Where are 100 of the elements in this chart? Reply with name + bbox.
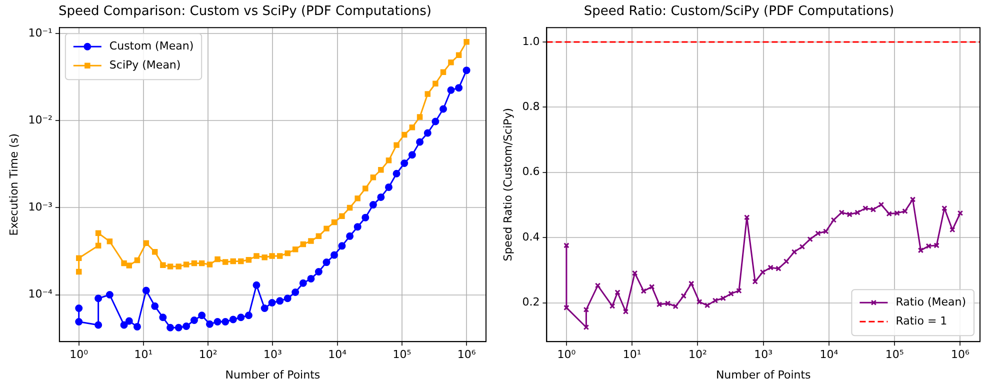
x-tick-label: 10⁵ — [392, 348, 412, 362]
point — [854, 210, 860, 216]
point — [143, 240, 150, 246]
point — [151, 302, 159, 310]
x-tick-label: 10³ — [754, 348, 773, 362]
point — [456, 52, 462, 58]
point — [408, 151, 416, 159]
legend-label: SciPy (Mean) — [109, 58, 181, 72]
point — [206, 262, 213, 268]
point — [268, 299, 276, 307]
point — [878, 202, 884, 208]
chart-title: Speed Ratio: Custom/SciPy (PDF Computations) — [584, 4, 894, 20]
y-tick-label: 10⁻¹ — [28, 26, 52, 40]
point — [260, 304, 268, 312]
point — [354, 195, 360, 202]
x-tick-label: 10⁴ — [328, 348, 348, 362]
x-tick-label: 10² — [688, 348, 707, 362]
point — [230, 258, 236, 264]
point — [815, 230, 821, 236]
x-tick-label: 10⁶ — [457, 348, 476, 362]
point — [392, 170, 400, 178]
point — [330, 251, 338, 259]
point — [696, 298, 702, 305]
x-tick-label: 10⁴ — [820, 348, 839, 362]
point — [886, 210, 892, 217]
point — [262, 254, 268, 260]
point — [950, 226, 956, 233]
point — [416, 114, 423, 120]
x-tick-label: 10¹ — [134, 348, 153, 362]
point — [322, 258, 330, 266]
point — [776, 266, 782, 272]
point — [648, 284, 655, 290]
point — [424, 91, 431, 97]
point — [440, 69, 446, 76]
point — [464, 39, 470, 45]
point — [432, 80, 438, 86]
point — [292, 246, 298, 252]
point — [159, 314, 167, 322]
point — [386, 158, 392, 164]
point — [206, 320, 214, 328]
point — [704, 302, 710, 308]
point — [183, 262, 190, 268]
point — [369, 201, 377, 209]
point — [214, 256, 220, 262]
point — [409, 124, 416, 130]
x-tick-label: 10⁶ — [951, 348, 970, 362]
y-tick-label: 0.6 — [522, 165, 540, 178]
y-axis-title: Execution Time (s) — [7, 133, 20, 236]
x-tick-label: 10² — [198, 348, 218, 362]
point — [432, 118, 440, 126]
point — [664, 300, 671, 306]
point — [292, 288, 300, 296]
point — [447, 86, 455, 94]
point — [269, 253, 275, 259]
point — [120, 321, 128, 329]
x-tick-label: 10⁰ — [70, 348, 89, 362]
point — [448, 60, 454, 66]
point — [894, 210, 900, 216]
point — [902, 208, 908, 214]
y-tick-label: 10⁻³ — [28, 200, 52, 214]
point — [214, 318, 222, 326]
point — [160, 262, 166, 268]
x-tick-label: 10³ — [263, 348, 282, 362]
point — [680, 293, 686, 299]
point — [401, 132, 408, 138]
x-tick-label: 10¹ — [622, 348, 642, 362]
point — [846, 212, 852, 218]
point — [252, 281, 260, 289]
x-tick-label: 10⁵ — [885, 348, 904, 362]
point — [720, 295, 726, 302]
point — [142, 286, 150, 294]
point — [190, 316, 198, 324]
point — [394, 142, 400, 148]
point — [370, 174, 376, 180]
point — [324, 226, 330, 232]
point — [736, 288, 742, 294]
point — [339, 213, 345, 220]
y-tick-label: 0.8 — [522, 100, 540, 114]
point — [760, 269, 766, 276]
point — [174, 324, 182, 332]
point — [640, 288, 647, 294]
y-tick-label: 0.4 — [522, 230, 540, 244]
point — [656, 302, 662, 308]
point — [198, 260, 205, 266]
point — [284, 294, 292, 302]
point — [783, 258, 790, 264]
legend-label: Ratio = 1 — [896, 314, 948, 328]
point — [362, 186, 368, 192]
point — [331, 219, 338, 226]
point — [300, 241, 306, 248]
point — [229, 316, 237, 324]
x-axis-title: Number of Points — [716, 368, 812, 382]
point — [308, 238, 314, 244]
point — [830, 217, 837, 223]
point — [222, 259, 228, 265]
point — [316, 233, 322, 240]
point — [284, 250, 290, 256]
point — [462, 66, 470, 74]
point — [198, 312, 206, 320]
point — [191, 260, 198, 266]
